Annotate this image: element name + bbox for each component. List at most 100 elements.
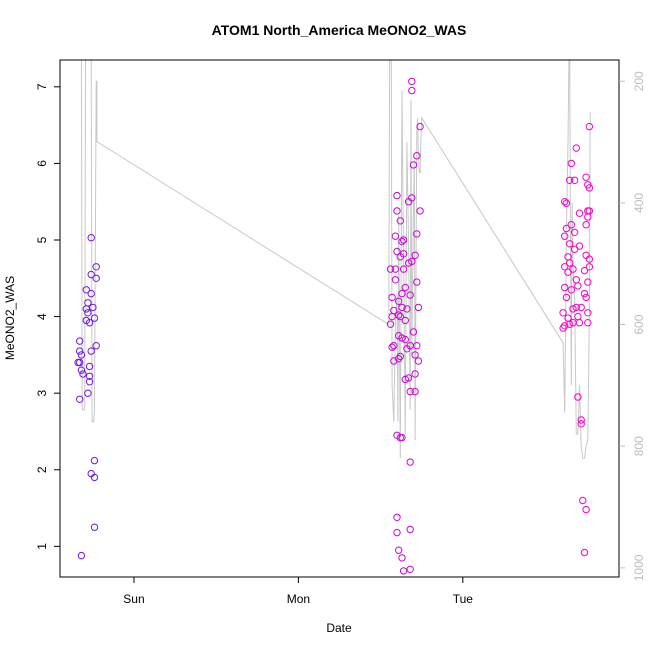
data-point [409,328,418,336]
data-point [561,322,569,330]
data-point [87,234,95,242]
data-point [413,342,421,350]
data-point [413,278,421,286]
data-point [574,282,582,290]
data-point [406,458,414,466]
data-point [566,320,574,328]
data-point [580,548,589,557]
data-point [582,173,590,181]
data-point [575,242,584,250]
data-point [584,319,592,327]
data-point [409,161,418,169]
data-point [406,525,414,534]
data-point [408,77,416,86]
data-point [577,420,585,428]
y-tick-label: 7 [35,83,49,90]
data-point [570,176,579,185]
plot-layer: Sun Mon Tue 1 2 3 4 5 6 7 200 400 600 800 1000 [35,59,646,606]
data-point [388,343,396,351]
data-point [77,351,86,359]
data-point [89,303,97,312]
data-point [401,375,409,384]
data-point [398,289,406,298]
data-point [401,335,409,344]
data-point [85,362,94,371]
data-point [393,191,401,200]
data-point [577,303,585,312]
data-point [567,159,575,168]
data-point [79,370,87,378]
data-point [84,389,92,397]
data-point [395,546,403,554]
y2-tick-label: 400 [632,193,646,213]
data-point [585,207,594,215]
data-point [566,240,574,248]
y2-tick-label: 800 [632,436,646,456]
y-tick-label: 3 [35,390,49,397]
data-point [569,265,577,273]
data-point [399,265,408,273]
data-point [85,378,94,386]
y2-tick-label: 600 [632,314,646,334]
data-point [76,337,84,345]
x-tick-label: Tue [453,592,474,606]
data-point [574,312,582,321]
data-point [582,505,590,514]
data-point [391,276,400,284]
data-point [404,374,413,382]
data-point [390,342,398,350]
data-point [566,259,574,267]
data-point [401,316,409,325]
data-point [416,122,424,131]
data-point [399,236,408,244]
data-point [90,473,99,482]
x-tick-label: Sun [123,592,144,606]
data-point [562,293,571,302]
data-point [411,351,419,359]
data-point [561,232,569,240]
data-point [579,496,587,505]
data-point [92,263,100,271]
data-point [393,247,401,256]
data-point [582,293,590,302]
data-point [406,565,414,573]
data-point [398,554,406,562]
data-point [398,433,406,442]
data-point [413,230,421,238]
data-point [393,207,401,215]
data-point [403,305,411,313]
data-point [390,306,398,315]
data-point [584,278,592,286]
data-point [414,303,423,312]
y-axis-label: MeONO2_WAS [3,276,17,360]
data-point [561,198,569,206]
y-tick-label: 2 [35,466,49,473]
data-point [87,347,95,355]
data-point [77,551,86,560]
data-point [561,263,569,271]
data-point [84,299,92,307]
data-point [585,184,594,192]
data-point [580,266,589,275]
data-point [74,358,82,367]
data-point [567,286,575,294]
data-point [85,319,94,327]
data-point [85,372,94,380]
data-point [396,312,404,321]
data-point [90,456,99,465]
chart-title: ATOM1 North_America MeONO2_WAS [212,22,467,38]
data-point [411,370,419,378]
data-point [77,366,86,374]
data-point [395,297,403,305]
data-point [398,303,406,312]
data-point [92,342,100,350]
data-point [395,355,403,363]
data-point [393,513,401,521]
data-point [406,387,414,396]
data-point [84,309,92,317]
y-tick-label: 6 [35,160,49,167]
data-point [391,232,400,240]
data-point [559,309,567,317]
data-point [82,305,91,313]
